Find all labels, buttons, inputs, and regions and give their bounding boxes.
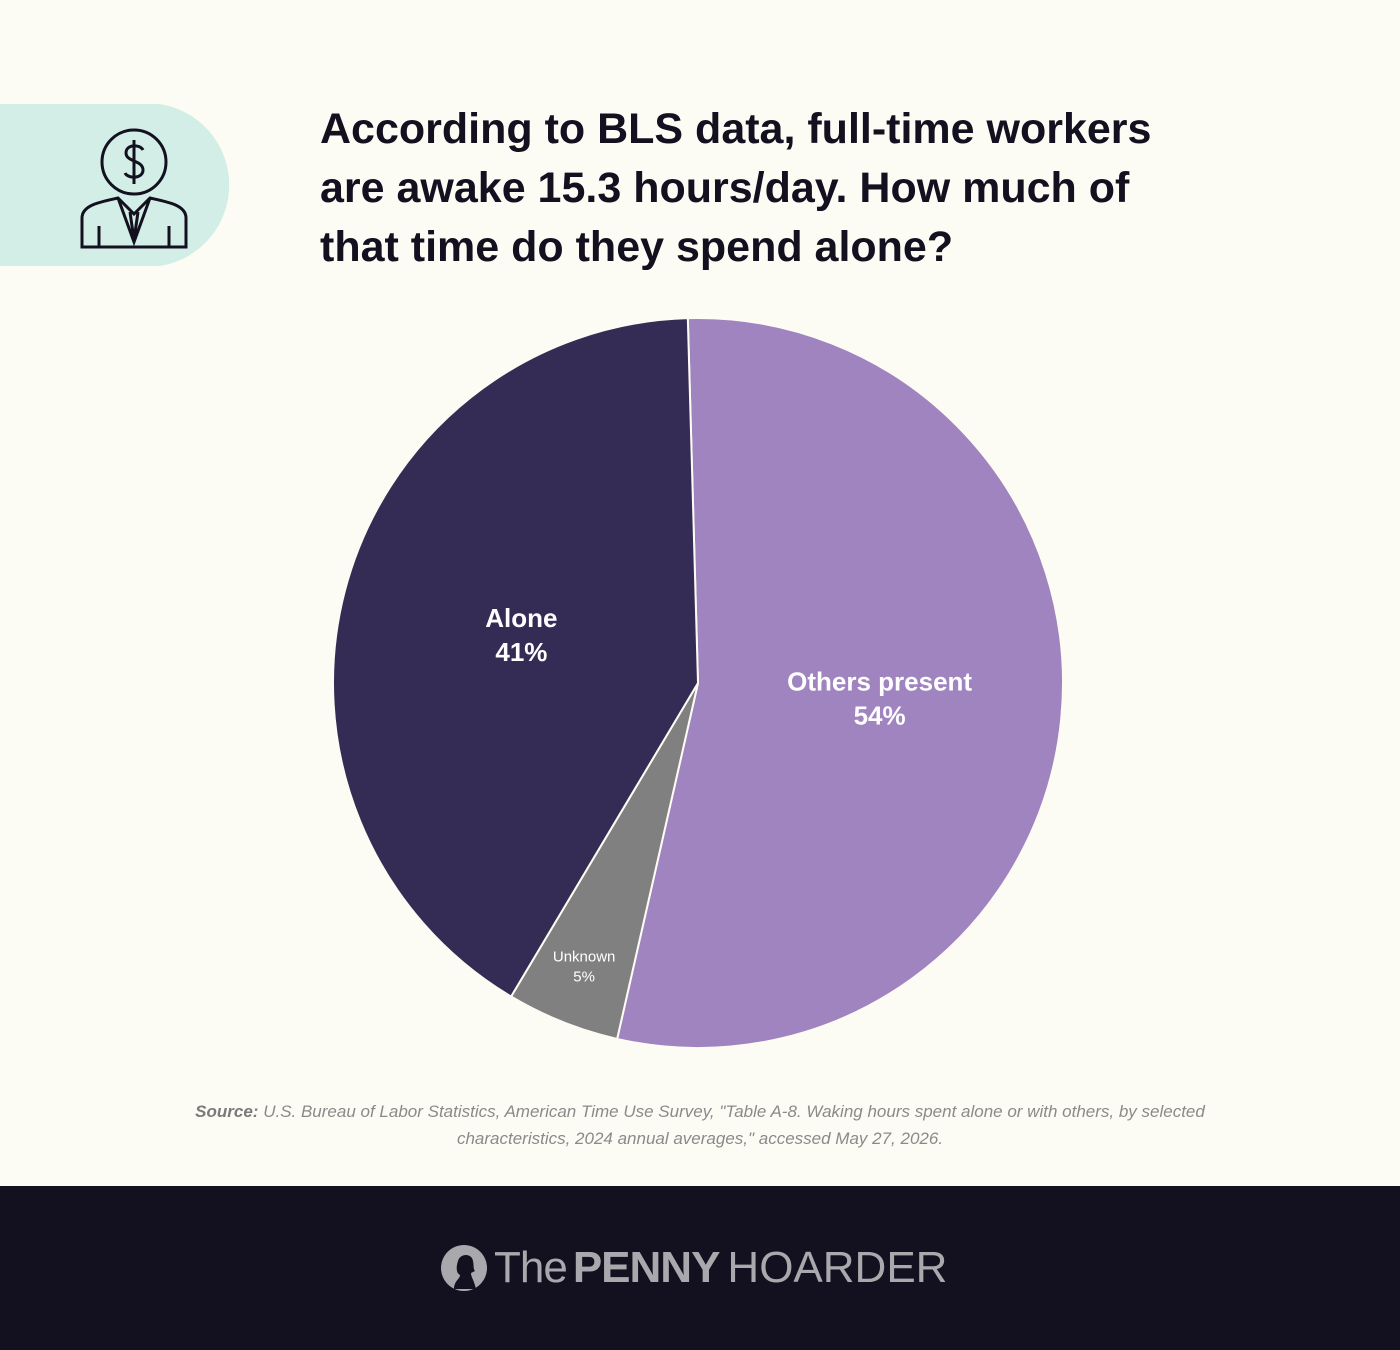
slice-label: Alone	[485, 603, 557, 633]
chart-title: According to BLS data, full-time workers…	[320, 105, 1152, 271]
icon	[0, 104, 230, 266]
pie-slice	[332, 317, 700, 998]
logo-penny: PENNY	[572, 1243, 721, 1292]
slice-label: Unknown	[553, 949, 616, 966]
source-label: Source:	[195, 1102, 259, 1121]
logo-the: The	[494, 1243, 568, 1292]
slice-value-label: 54%	[854, 701, 906, 731]
pie-slice	[615, 317, 1064, 1049]
worker-icon	[80, 128, 188, 249]
source-note: Source: U.S. Bureau of Labor Statistics,…	[190, 1098, 1210, 1152]
slice-label: Others present	[787, 667, 972, 697]
logo-icon	[441, 1245, 487, 1291]
slice-value-label: 5%	[573, 969, 595, 986]
icon-badge	[0, 104, 230, 266]
logo-hoarder: HOARDER	[727, 1243, 948, 1292]
slice-value-label: 41%	[495, 637, 547, 667]
pie-slice	[509, 682, 699, 1041]
logo: The PENNY HOARDER	[440, 1238, 947, 1298]
source-text: U.S. Bureau of Labor Statistics, America…	[263, 1102, 1205, 1148]
footer: The PENNY HOARDER	[0, 1186, 1400, 1350]
